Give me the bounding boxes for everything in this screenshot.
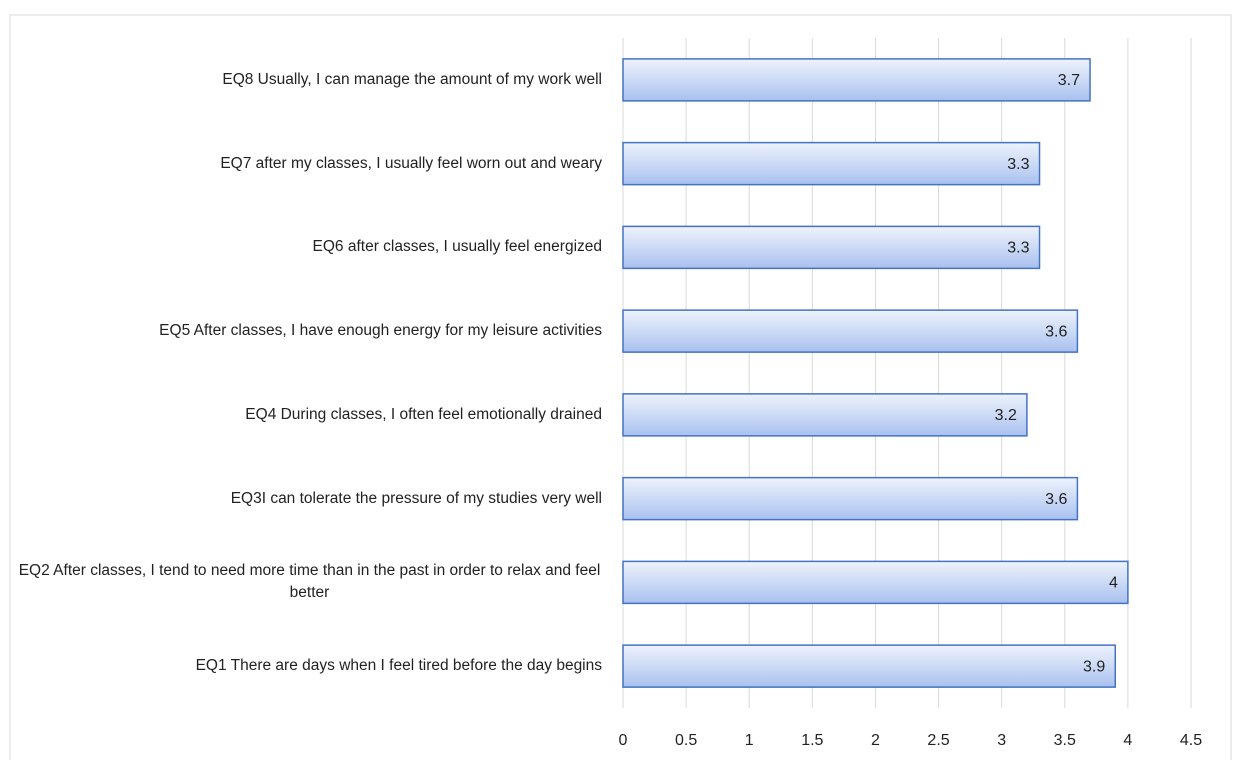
x-tick-label: 2.5 (927, 732, 949, 749)
bar (622, 476, 1079, 521)
value-label: 3.2 (995, 407, 1017, 424)
category-label-box: EQ6 after classes, I usually feel energi… (0, 236, 602, 258)
x-tick-label: 3 (997, 732, 1006, 749)
value-label: 3.9 (1083, 658, 1105, 675)
bar (622, 225, 1041, 270)
category-label-box: EQ2 After classes, I tend to need more t… (0, 560, 602, 604)
bar (622, 644, 1117, 688)
value-label: 4 (1109, 575, 1118, 592)
x-tick-label: 4 (1123, 732, 1132, 749)
category-label-box: EQ5 After classes, I have enough energy … (0, 320, 602, 342)
y-tick-label: EQ7 after my classes, I usually feel wor… (220, 154, 602, 172)
chart-frame (9, 14, 1232, 760)
bar (622, 58, 1091, 102)
y-tick-label: EQ4 During classes, I often feel emotion… (245, 405, 602, 423)
y-tick-label: EQ6 after classes, I usually feel energi… (312, 238, 602, 256)
y-tick-label: EQ2 After classes, I tend to need more t… (18, 562, 601, 602)
bar (622, 141, 1041, 186)
x-tick-label: 0 (619, 732, 628, 749)
y-tick-label: EQ3I can tolerate the pressure of my stu… (230, 489, 602, 507)
y-tick-label: EQ5 After classes, I have enough energy … (159, 322, 602, 340)
x-tick-label: 1 (745, 732, 754, 749)
category-label-box: EQ1 There are days when I feel tired bef… (0, 655, 602, 677)
y-tick-label: EQ8 Usually, I can manage the amount of … (222, 70, 602, 88)
y-tick-label: EQ1 There are days when I feel tired bef… (195, 657, 602, 675)
x-tick-label: 1.5 (801, 732, 823, 749)
x-tick-label: 2 (871, 732, 880, 749)
category-label-box: EQ8 Usually, I can manage the amount of … (0, 69, 602, 91)
value-label: 3.7 (1058, 72, 1080, 89)
bar (622, 560, 1129, 605)
x-tick-label: 0.5 (675, 732, 697, 749)
x-tick-label: 4.5 (1180, 732, 1202, 749)
value-label: 3.3 (1007, 240, 1029, 257)
bar (622, 393, 1028, 437)
value-label: 3.3 (1007, 156, 1029, 173)
bar (622, 309, 1079, 353)
category-label-box: EQ7 after my classes, I usually feel wor… (0, 153, 602, 175)
x-tick-label: 3.5 (1054, 732, 1076, 749)
category-label-box: EQ4 During classes, I often feel emotion… (0, 404, 602, 426)
value-label: 3.6 (1045, 491, 1067, 508)
category-label-box: EQ3I can tolerate the pressure of my stu… (0, 488, 602, 510)
value-label: 3.6 (1045, 323, 1067, 340)
